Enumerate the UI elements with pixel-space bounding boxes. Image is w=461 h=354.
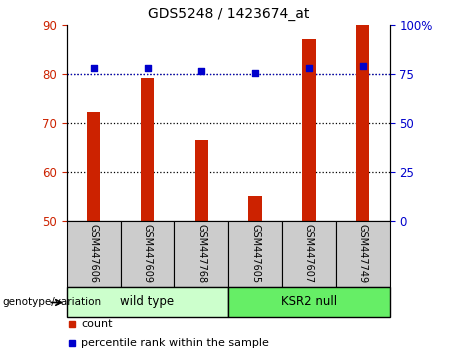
Title: GDS5248 / 1423674_at: GDS5248 / 1423674_at [148, 7, 309, 21]
Text: KSR2 null: KSR2 null [281, 295, 337, 308]
Text: GSM447749: GSM447749 [358, 224, 368, 284]
Bar [228, 287, 390, 317]
Text: GSM447609: GSM447609 [142, 224, 153, 284]
Bar [141, 78, 154, 221]
Bar [336, 221, 390, 287]
Text: wild type: wild type [120, 295, 175, 308]
Bar [228, 221, 282, 287]
Text: percentile rank within the sample: percentile rank within the sample [81, 338, 269, 348]
Bar [282, 221, 336, 287]
Point [359, 63, 366, 69]
Text: GSM447768: GSM447768 [196, 224, 207, 284]
Text: GSM447607: GSM447607 [304, 224, 314, 284]
Text: GSM447606: GSM447606 [89, 224, 99, 284]
Point [305, 65, 313, 71]
Point [144, 65, 151, 71]
Bar [356, 25, 369, 221]
Bar [174, 221, 228, 287]
Bar [87, 112, 100, 221]
Text: genotype/variation: genotype/variation [2, 297, 101, 307]
Point [198, 68, 205, 74]
Bar [67, 287, 228, 317]
Bar [302, 39, 316, 221]
Point [90, 65, 97, 71]
Bar [195, 140, 208, 221]
Text: GSM447605: GSM447605 [250, 224, 260, 284]
Bar [121, 221, 174, 287]
Text: count: count [81, 319, 113, 329]
Bar [67, 221, 121, 287]
Point [251, 70, 259, 76]
Bar [248, 196, 262, 221]
